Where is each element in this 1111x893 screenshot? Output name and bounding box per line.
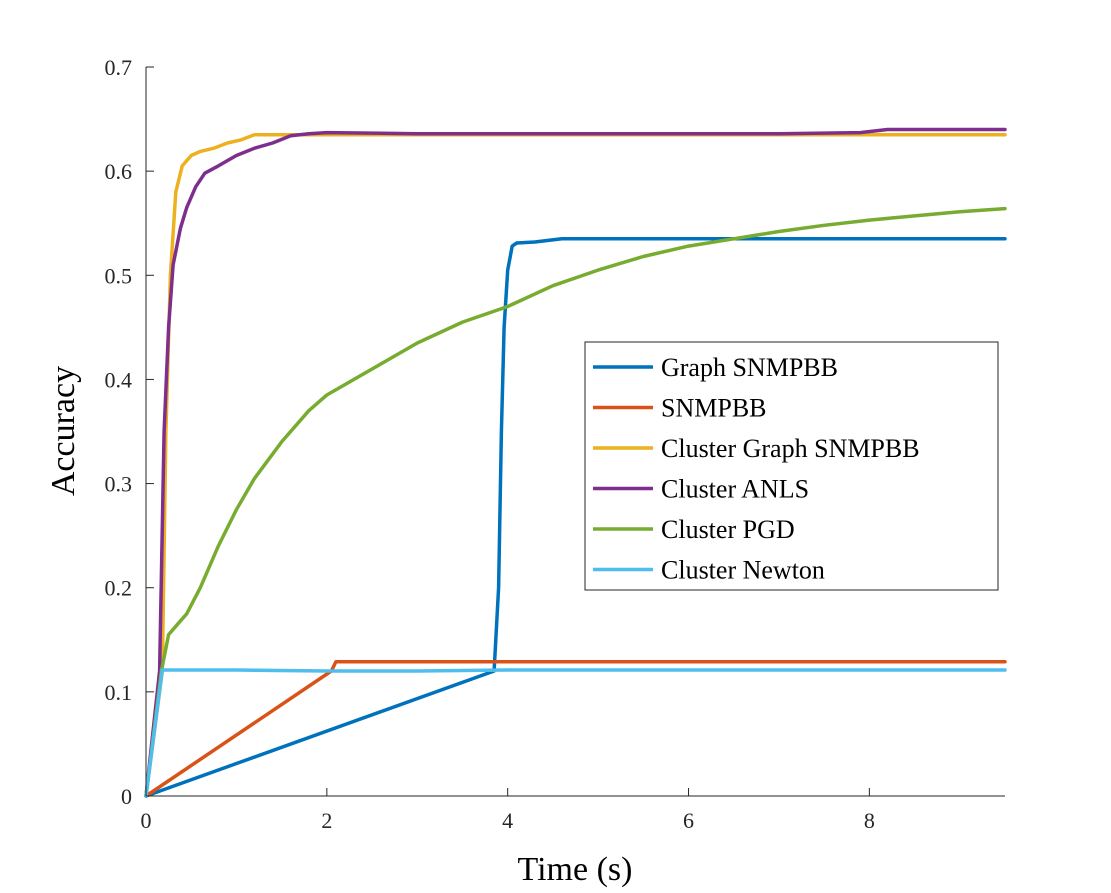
series-line-cluster-newton [144, 668, 1007, 798]
x-tick-label: 2 [321, 808, 332, 833]
legend-label: Cluster PGD [661, 515, 795, 544]
y-tick-label: 0.5 [105, 263, 133, 288]
y-tick-label: 0.1 [105, 680, 133, 705]
y-tick-label: 0.3 [105, 472, 133, 497]
y-tick-label: 0.2 [105, 576, 133, 601]
series-line-graph-snmpbb [144, 237, 1007, 798]
legend-label: Cluster ANLS [661, 475, 809, 504]
series-line-cluster-anls [144, 127, 1007, 798]
y-ticks: 0 0.1 0.2 0.3 0.4 0.5 0.6 0.7 [105, 55, 154, 809]
legend-label: Cluster Newton [661, 556, 825, 585]
y-axis-title: Accuracy [45, 366, 82, 496]
x-tick-label: 6 [683, 808, 694, 833]
x-tick-label: 0 [141, 808, 152, 833]
legend-items: Graph SNMPBB SNMPBB Cluster Graph SNMPBB Cl… [593, 353, 920, 585]
legend-label: SNMPBB [661, 394, 767, 423]
y-tick-label: 0 [121, 784, 132, 809]
legend-label: Graph SNMPBB [661, 353, 838, 382]
axes: 0 2 4 6 8 0 0.1 0.2 0.3 0.4 0.5 0.6 0.7 [105, 55, 1005, 833]
x-tick-label: 4 [502, 808, 513, 833]
legend-label: Cluster Graph SNMPBB [661, 434, 920, 463]
series-line-cluster-pgd [144, 206, 1007, 798]
x-ticks: 0 2 4 6 8 [141, 788, 875, 833]
y-tick-label: 0.4 [105, 367, 133, 392]
y-tick-label: 0.7 [105, 55, 133, 80]
plot-lines [144, 127, 1007, 798]
x-tick-label: 8 [864, 808, 875, 833]
legend-box [584, 341, 999, 591]
y-tick-label: 0.6 [105, 159, 133, 184]
legend: Graph SNMPBB SNMPBB Cluster Graph SNMPBB Cl… [584, 341, 999, 591]
series-line-snmpbb [144, 659, 1007, 798]
x-axis-title: Time (s) [518, 851, 633, 888]
